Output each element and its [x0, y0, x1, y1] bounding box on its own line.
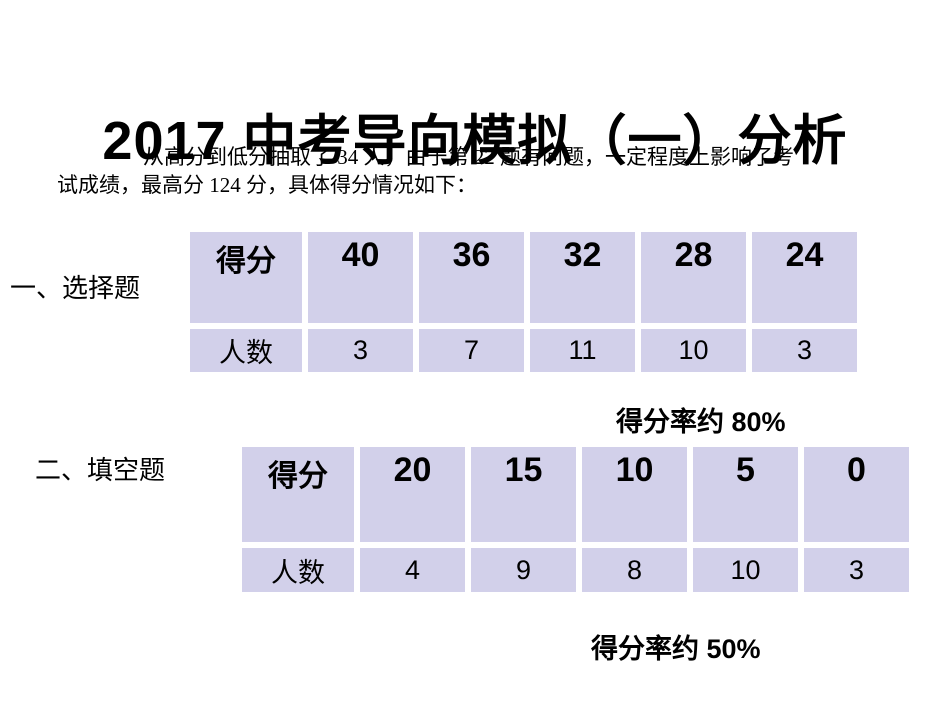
table-1-count-0: 3 — [352, 335, 369, 365]
table-1-score-3: 28 — [674, 236, 713, 274]
slide-title: 2017 中考导向模拟（一）分析 — [102, 111, 848, 172]
table-2-score-2: 10 — [615, 451, 654, 489]
section-2-score-table: 得分 20 15 10 5 0 人数 4 9 8 10 3 — [242, 447, 909, 592]
section-2-rate-note: 得分率约 50% — [591, 634, 761, 664]
table-2-score-3: 5 — [736, 451, 755, 489]
table-1-count-cell: 3 — [752, 329, 857, 372]
table-2-score-label: 得分 — [268, 460, 328, 493]
section-1-score-table: 得分 40 36 32 28 24 人数 3 7 11 10 3 — [190, 232, 857, 372]
table-1-count-row-label-cell: 人数 — [190, 329, 302, 372]
table-2-count-cell: 8 — [582, 548, 687, 592]
table-1-score-2: 32 — [563, 236, 602, 274]
table-1-count-1: 7 — [463, 335, 480, 365]
table-1-score-cell: 28 — [641, 232, 746, 323]
table-2-count-cell: 9 — [471, 548, 576, 592]
table-1-score-cell: 36 — [419, 232, 524, 323]
table-2-count-2: 8 — [626, 554, 643, 585]
table-1-count-label: 人数 — [219, 338, 273, 368]
table-1-score-1: 36 — [452, 236, 491, 274]
table-1-count-3: 10 — [678, 335, 709, 365]
table-2-count-cell: 10 — [693, 548, 798, 592]
intro-line-2: 试成绩，最高分 124 分，具体得分情况如下： — [57, 173, 477, 197]
table-2-count-3: 10 — [730, 554, 761, 585]
table-2-count-0: 4 — [404, 554, 421, 585]
table-2-score-cell: 10 — [582, 447, 687, 542]
table-1-score-label: 得分 — [216, 245, 276, 278]
table-2-count-4: 3 — [848, 554, 865, 585]
table-1-count-cell: 10 — [641, 329, 746, 372]
table-2-count-1: 9 — [515, 554, 532, 585]
section-2-label: 二、填空题 — [35, 456, 166, 485]
intro-line-1: 从高分到低分抽取了 34 人，由于第 22 题有问题，一定程度上影响了考 — [143, 145, 794, 169]
section-1-rate-note: 得分率约 80% — [616, 407, 786, 437]
table-2-count-row-label-cell: 人数 — [242, 548, 354, 592]
table-2-count-cell: 4 — [360, 548, 465, 592]
table-1-count-cell: 3 — [308, 329, 413, 372]
table-2-score-0: 20 — [393, 451, 432, 489]
intro-paragraph: 从高分到低分抽取了 34 人，由于第 22 题有问题，一定程度上影响了考 试成绩… — [57, 143, 892, 199]
table-2-score-cell: 5 — [693, 447, 798, 542]
table-2-score-4: 0 — [847, 451, 866, 489]
table-2-score-cell: 20 — [360, 447, 465, 542]
table-2-score-cell: 0 — [804, 447, 909, 542]
table-2-score-cell: 15 — [471, 447, 576, 542]
table-1-score-0: 40 — [341, 236, 380, 274]
section-1-label: 一、选择题 — [10, 274, 141, 303]
table-1-header-row-label-cell: 得分 — [190, 232, 302, 323]
table-1-score-cell: 32 — [530, 232, 635, 323]
table-2-header-row-label-cell: 得分 — [242, 447, 354, 542]
table-1-score-cell: 24 — [752, 232, 857, 323]
table-2-count-cell: 3 — [804, 548, 909, 592]
table-2-score-1: 15 — [504, 451, 543, 489]
table-1-count-cell: 11 — [530, 329, 635, 372]
table-2-count-label: 人数 — [271, 557, 325, 588]
table-1-count-2: 11 — [568, 335, 597, 365]
table-1-count-4: 3 — [796, 335, 813, 365]
table-1-score-4: 24 — [785, 236, 824, 274]
table-1-count-cell: 7 — [419, 329, 524, 372]
table-1-score-cell: 40 — [308, 232, 413, 323]
